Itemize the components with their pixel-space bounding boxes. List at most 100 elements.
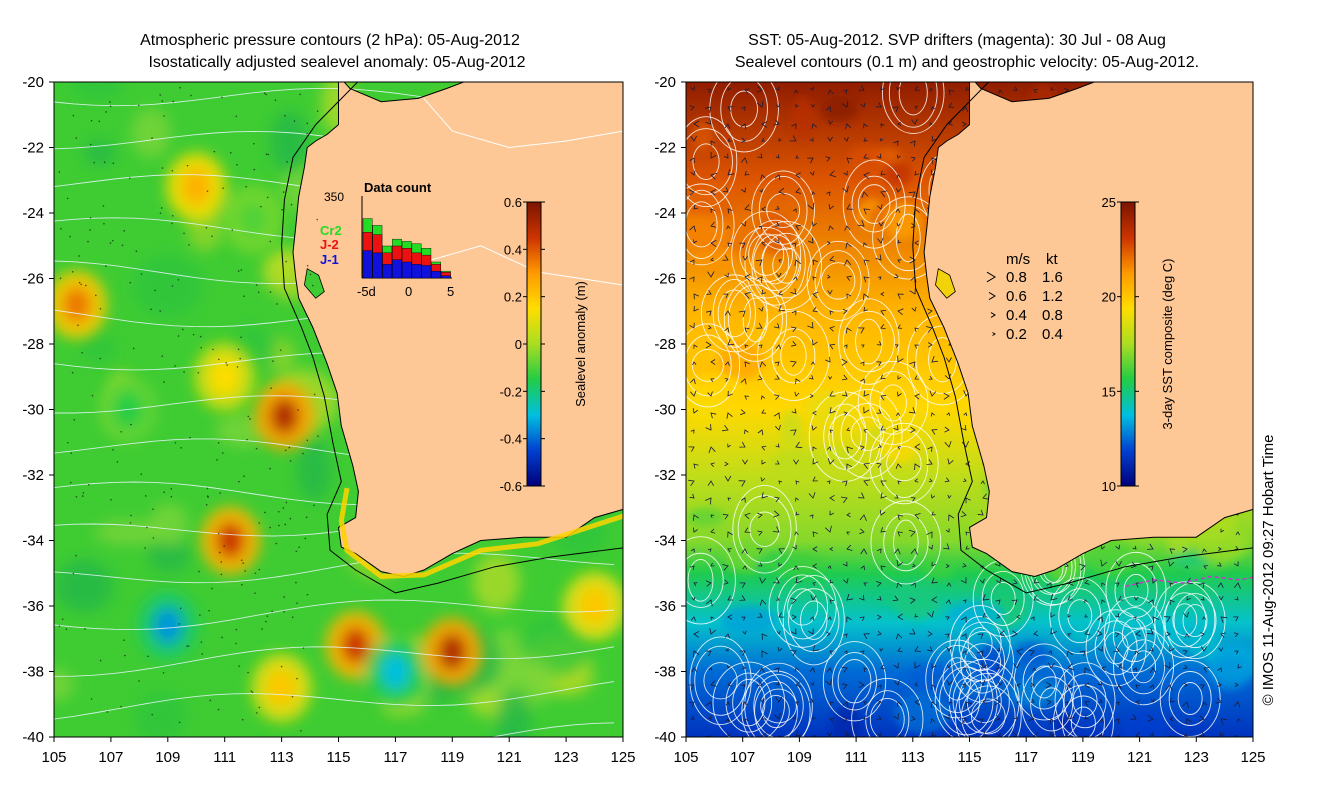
velocity-arrow	[930, 412, 935, 417]
velocity-arrow	[829, 343, 836, 350]
velocity-arrow	[876, 614, 882, 620]
sampling-dot	[212, 348, 214, 351]
velocity-arrow	[705, 497, 712, 505]
left-y-tick-label: -26	[22, 271, 44, 288]
sealevel-contour	[1168, 671, 1212, 726]
sampling-dot	[106, 711, 109, 713]
velocity-arrow	[795, 155, 799, 159]
sst-patch	[692, 119, 714, 152]
sampling-dot	[237, 270, 240, 272]
sampling-dot	[235, 628, 238, 631]
velocity-arrow	[1033, 630, 1039, 637]
velocity-arrow	[812, 339, 818, 346]
sampling-dot	[288, 446, 291, 449]
sealevel-contour	[966, 679, 1002, 724]
sampling-dot	[192, 333, 195, 336]
velocity-arrow	[908, 529, 916, 537]
velocity-arrow	[946, 412, 950, 416]
velocity-arrow	[860, 650, 865, 655]
velocity-arrow	[756, 679, 763, 686]
sampling-dot	[109, 242, 112, 244]
velocity-arrow	[1220, 616, 1228, 623]
sealevel-contour	[1052, 684, 1114, 737]
sampling-dot	[109, 101, 111, 103]
velocity-arrow	[761, 459, 766, 465]
inset-xtick-5: 5	[447, 284, 454, 299]
velocity-arrow	[977, 718, 984, 724]
velocity-arrow	[825, 356, 831, 363]
sealevel-contour	[732, 678, 766, 727]
right-colorbar: 25 20 15 10 3-day SST composite (deg C)	[1102, 195, 1175, 494]
sampling-dot	[163, 115, 165, 117]
velocity-arrow	[863, 276, 870, 283]
velocity-arrow	[1114, 718, 1120, 724]
sampling-dot	[208, 609, 210, 612]
velocity-arrow	[1199, 715, 1205, 722]
sampling-dot	[240, 269, 243, 271]
sampling-dot	[316, 218, 319, 221]
sealevel-contour	[822, 641, 887, 722]
velocity-arrow	[724, 461, 729, 467]
velocity-arrow	[1084, 715, 1089, 720]
velocity-arrow	[1148, 565, 1154, 571]
velocity-legend-glyph	[992, 332, 996, 336]
velocity-arrow	[778, 548, 785, 555]
right-x-tick-label: 109	[787, 749, 812, 766]
velocity-arrow	[690, 429, 695, 434]
velocity-arrow	[931, 356, 939, 363]
velocity-arrow	[1169, 582, 1174, 587]
sealevel-contour	[961, 685, 1016, 737]
velocity-arrow	[827, 565, 832, 569]
sst-patch	[846, 144, 887, 183]
velocity-arrow	[761, 289, 767, 295]
velocity-arrow	[1084, 667, 1091, 674]
sealevel-contour	[1113, 628, 1175, 706]
sampling-dot	[306, 122, 309, 125]
sealevel-contour	[1054, 662, 1116, 737]
sampling-dot	[151, 713, 154, 716]
velocity-arrow	[726, 225, 731, 230]
velocity-arrow	[914, 85, 920, 91]
velocity-arrow	[965, 545, 970, 550]
sampling-dot	[163, 381, 165, 383]
sampling-dot	[160, 207, 163, 209]
velocity-arrow	[775, 681, 780, 686]
velocity-arrow	[944, 373, 951, 380]
sampling-dot	[276, 303, 278, 305]
sealevel-contour	[777, 574, 828, 640]
velocity-legend-glyph	[990, 312, 996, 318]
sampling-dot	[265, 620, 267, 623]
velocity-arrow	[1233, 701, 1241, 708]
velocity-arrow	[894, 273, 899, 279]
mottle-patch	[80, 334, 116, 363]
velocity-arrow	[1115, 701, 1120, 706]
velocity-arrow	[897, 293, 904, 300]
velocity-arrow	[757, 153, 763, 159]
sampling-dot	[296, 602, 298, 604]
right-map	[686, 82, 1253, 737]
velocity-arrow	[725, 648, 729, 652]
right-colorbar-label: 3-day SST composite (deg C)	[1160, 259, 1175, 430]
velocity-arrow	[931, 561, 936, 567]
sealevel-contour	[1058, 588, 1102, 644]
velocity-arrow	[878, 221, 884, 227]
velocity-arrow	[863, 172, 870, 180]
sampling-dot	[154, 289, 156, 292]
sampling-dot	[146, 526, 148, 529]
velocity-arrow	[690, 715, 695, 720]
velocity-arrow	[776, 272, 782, 278]
velocity-arrow	[846, 616, 852, 623]
mottle-patch	[94, 519, 163, 546]
velocity-arrow	[758, 344, 763, 349]
sampling-dot	[75, 137, 78, 139]
velocity-arrow	[826, 667, 833, 673]
velocity-arrow	[863, 715, 869, 720]
left-coastal-anomaly-band	[338, 487, 623, 580]
sampling-dot	[225, 361, 227, 364]
right-title-line2: Sealevel contours (0.1 m) and geostrophi…	[735, 54, 1199, 71]
velocity-arrow	[710, 152, 717, 159]
velocity-arrow	[827, 241, 831, 246]
velocity-arrow	[944, 713, 950, 720]
sampling-dot	[219, 492, 222, 494]
sampling-dot	[221, 636, 223, 639]
